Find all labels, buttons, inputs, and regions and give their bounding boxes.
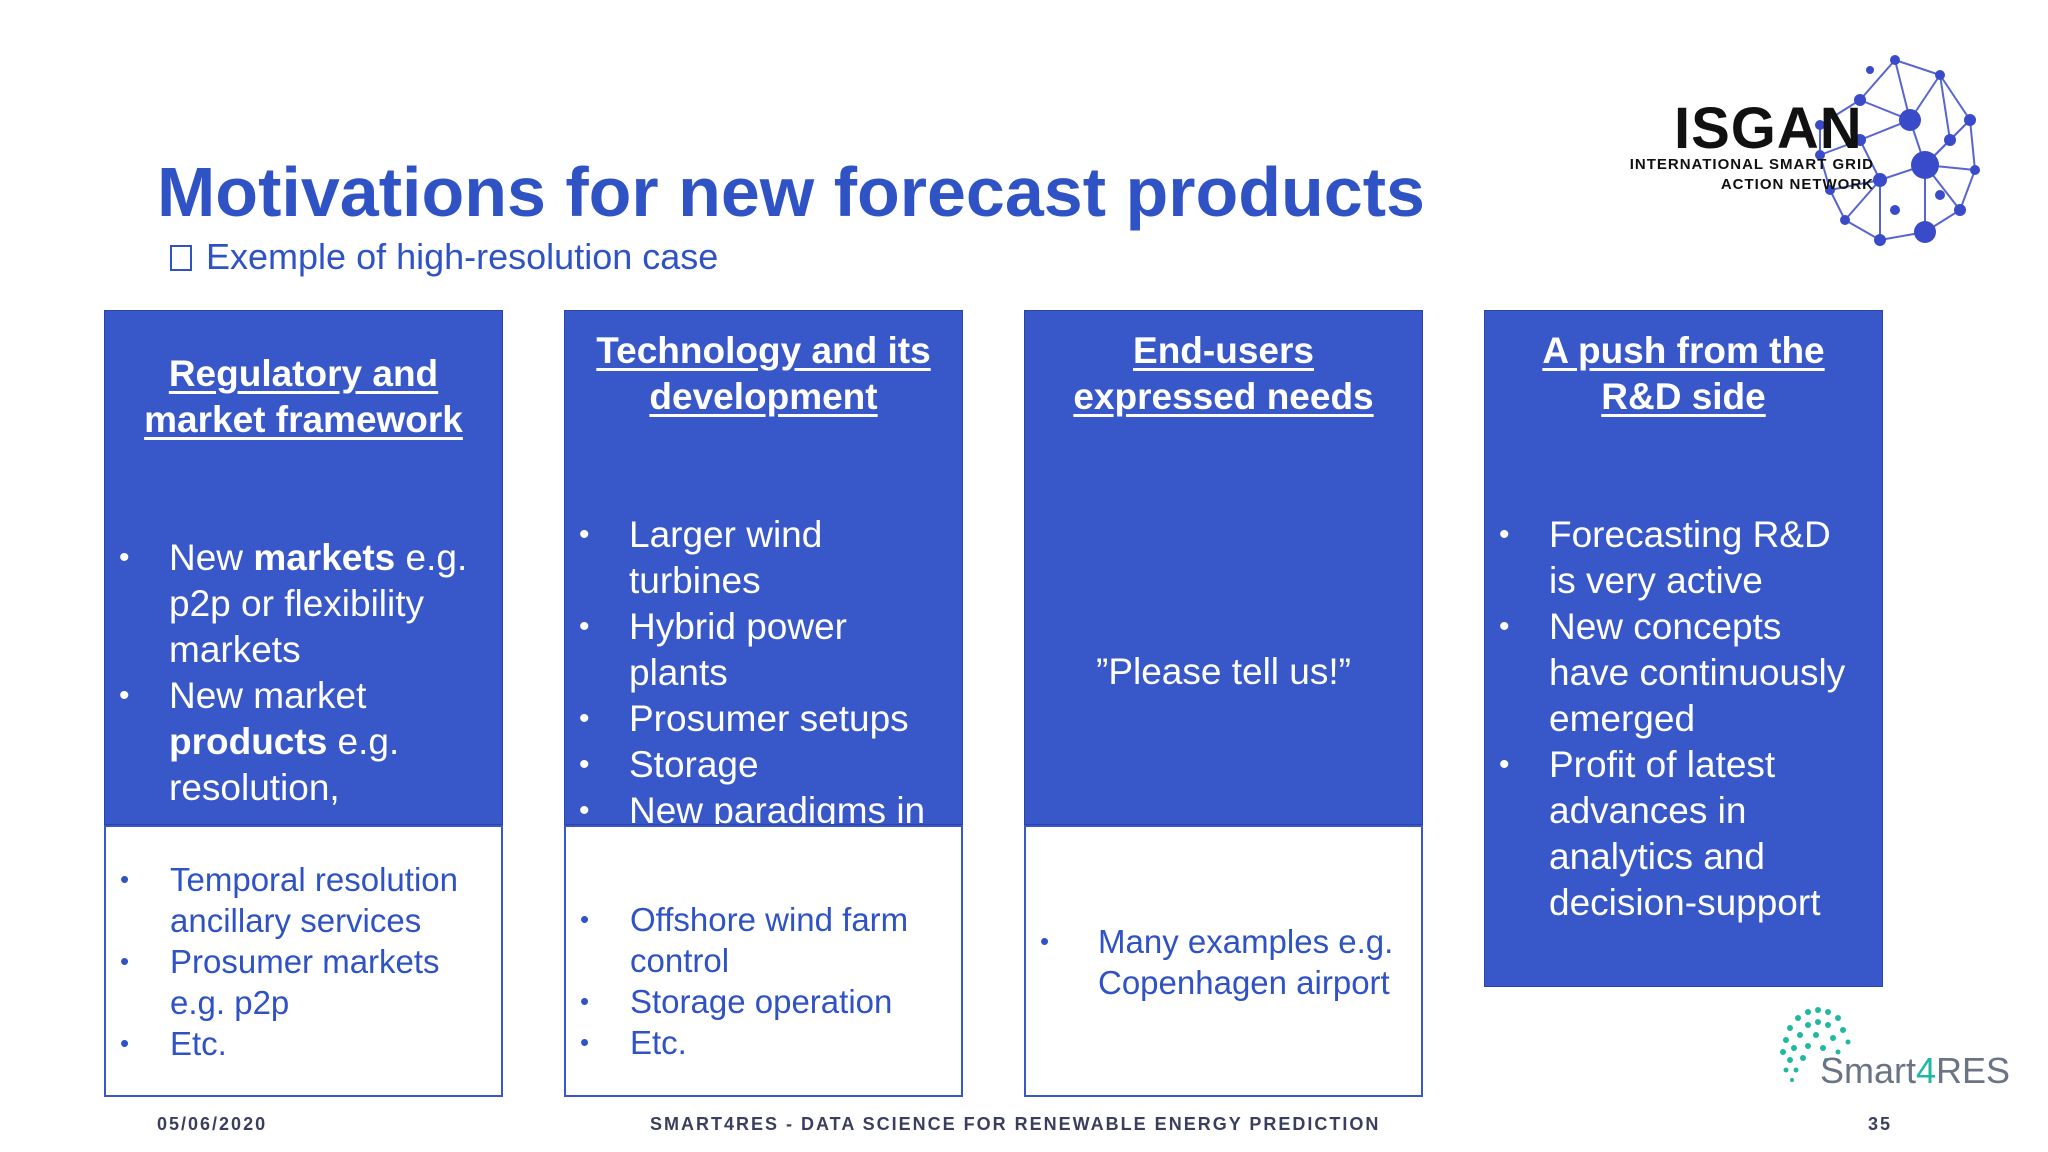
heading-line: End-users (1133, 330, 1314, 371)
heading-line: R&D side (1601, 376, 1766, 417)
column-technology: Technology and its development Larger wi… (564, 310, 963, 1097)
column-rnd-bullets: Forecasting R&Dis very active New concep… (1485, 512, 1845, 926)
isgan-logo: ISGAN INTERNATIONAL SMART GRID ACTION NE… (1620, 50, 2000, 255)
list-item: Forecasting R&Dis very active (1485, 512, 1845, 604)
column-regulatory-bullets: New markets e.g. p2p or flexibility mark… (105, 535, 467, 811)
column-regulatory: Regulatory and market framework New mark… (104, 310, 503, 1097)
list-item: New markets e.g. p2p or flexibility mark… (105, 535, 467, 673)
heading-line: development (649, 376, 878, 417)
smart4res-logo: Smart4RES (1760, 1000, 2020, 1100)
column-end-users-examples: Many examples e.g.Copenhagen airport (1024, 825, 1423, 1097)
list-item: Storage operation (566, 981, 908, 1022)
footer-date: 05/06/2020 (157, 1114, 268, 1134)
list-item: Etc. (566, 1022, 908, 1063)
smart4res-dots-icon (1780, 1007, 1851, 1082)
isgan-tagline-line1: INTERNATIONAL SMART GRID (1629, 156, 1874, 173)
column-end-users-panel: End-users expressed needs ”Please tell u… (1024, 310, 1423, 825)
isgan-tagline-line2: ACTION NETWORK (1720, 176, 1874, 193)
smart4res-wordmark: Smart4RES (1820, 1050, 2011, 1091)
slide-subtitle: Exemple of high-resolution case (170, 236, 718, 278)
column-rnd: A push from the R&D side Forecasting R&D… (1484, 310, 1883, 987)
column-end-users-heading: End-users expressed needs (1025, 328, 1422, 420)
heading-line: Regulatory and (168, 353, 439, 394)
list-item: Many examples e.g.Copenhagen airport (1026, 921, 1393, 1003)
heading-line: expressed needs (1073, 376, 1374, 417)
end-users-quote: ”Please tell us!” (1096, 651, 1351, 692)
column-end-users: End-users expressed needs ”Please tell u… (1024, 310, 1423, 1097)
list-item: Etc. (106, 1023, 458, 1064)
heading-line: Technology and its (596, 330, 931, 371)
isgan-wordmark: ISGAN (1674, 96, 1863, 161)
column-technology-heading: Technology and its development (565, 328, 962, 420)
checkbox-glyph-icon (170, 245, 192, 271)
heading-line: A push from the (1542, 330, 1825, 371)
subtitle-text: Exemple of high-resolution case (206, 236, 719, 277)
list-item: Storage (565, 742, 925, 788)
column-regulatory-heading: Regulatory and market framework (105, 351, 502, 443)
slide-title: Motivations for new forecast products (157, 153, 1425, 231)
column-regulatory-panel: Regulatory and market framework New mark… (104, 310, 503, 825)
footer-title: SMART4RES - DATA SCIENCE FOR RENEWABLE E… (650, 1114, 1381, 1134)
isgan-tagline: INTERNATIONAL SMART GRID ACTION NETWORK (1630, 155, 1874, 195)
examples-list: Many examples e.g.Copenhagen airport (1026, 921, 1393, 1003)
column-technology-panel: Technology and its development Larger wi… (564, 310, 963, 825)
list-item: New paradigms in (565, 788, 925, 824)
column-rnd-heading: A push from the R&D side (1485, 328, 1882, 420)
page-number: 35 (1868, 1114, 1893, 1134)
column-rnd-panel: A push from the R&D side Forecasting R&D… (1484, 310, 1883, 987)
network-graphic-icon (1815, 55, 1980, 246)
heading-line: market framework (144, 399, 463, 440)
list-item: Prosumer setups (565, 696, 925, 742)
list-item: New market products e.g. resolution, (105, 673, 467, 811)
